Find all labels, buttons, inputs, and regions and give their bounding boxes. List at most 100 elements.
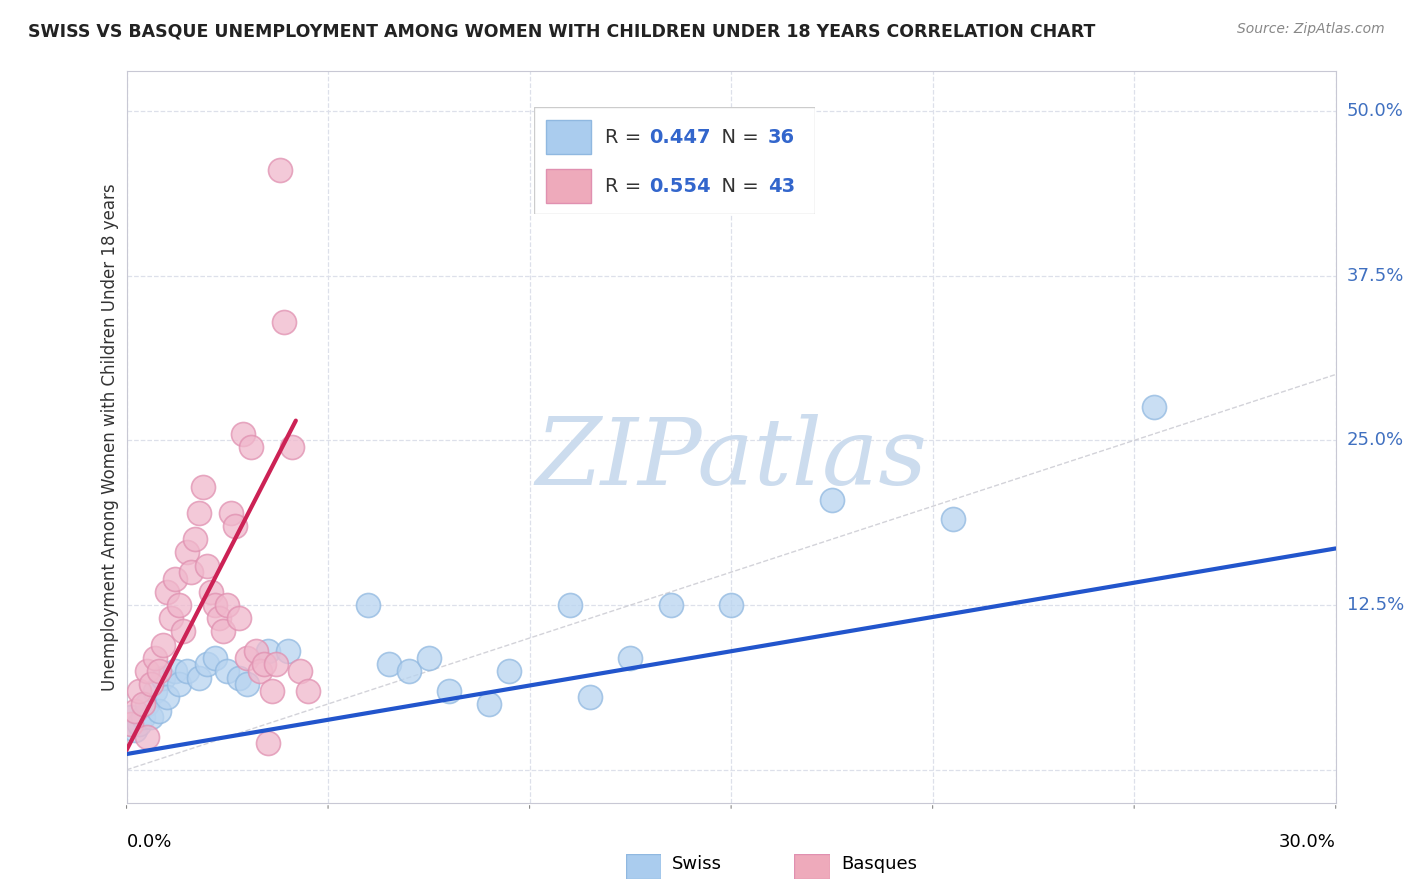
Point	[167, 598, 190, 612]
Point	[398, 664, 420, 678]
Point	[558, 598, 581, 612]
Point	[260, 683, 283, 698]
Text: R =: R =	[605, 177, 647, 195]
Point	[478, 697, 501, 711]
FancyBboxPatch shape	[794, 854, 830, 879]
Point	[128, 716, 150, 731]
Point	[942, 512, 965, 526]
Point	[160, 611, 183, 625]
Point	[176, 664, 198, 678]
Point	[143, 650, 166, 665]
Point	[273, 315, 295, 329]
Point	[297, 683, 319, 698]
Point	[163, 664, 186, 678]
Point	[163, 572, 186, 586]
Point	[143, 683, 166, 698]
FancyBboxPatch shape	[626, 854, 661, 879]
Point	[277, 644, 299, 658]
Point	[131, 697, 153, 711]
Point	[232, 426, 254, 441]
Point	[184, 533, 207, 547]
Point	[437, 683, 460, 698]
Text: Source: ZipAtlas.com: Source: ZipAtlas.com	[1237, 22, 1385, 37]
Text: 0.554: 0.554	[650, 177, 711, 195]
FancyBboxPatch shape	[534, 107, 815, 214]
Point	[176, 545, 198, 559]
Point	[124, 704, 146, 718]
Point	[720, 598, 742, 612]
Point	[245, 644, 267, 658]
Point	[224, 519, 246, 533]
Point	[124, 723, 146, 738]
Point	[228, 671, 250, 685]
Point	[188, 671, 211, 685]
Text: N =: N =	[709, 128, 765, 146]
Point	[204, 650, 226, 665]
Text: 12.5%: 12.5%	[1347, 596, 1405, 614]
Point	[152, 671, 174, 685]
Point	[252, 657, 274, 672]
Text: ZIPatlas: ZIPatlas	[536, 414, 927, 504]
Text: 37.5%: 37.5%	[1347, 267, 1405, 285]
Point	[619, 650, 641, 665]
Point	[195, 558, 218, 573]
Point	[579, 690, 602, 705]
Point	[188, 506, 211, 520]
Point	[148, 664, 170, 678]
Point	[180, 565, 202, 579]
Point	[236, 650, 259, 665]
Point	[128, 683, 150, 698]
Point	[281, 440, 304, 454]
Point	[152, 638, 174, 652]
Point	[418, 650, 440, 665]
Point	[167, 677, 190, 691]
Point	[821, 492, 844, 507]
Text: 36: 36	[768, 128, 794, 146]
Point	[1143, 401, 1166, 415]
Point	[357, 598, 380, 612]
Point	[195, 657, 218, 672]
Point	[288, 664, 311, 678]
Point	[200, 585, 222, 599]
Point	[221, 506, 243, 520]
Point	[131, 710, 153, 724]
Text: 43: 43	[768, 177, 794, 195]
Text: 25.0%: 25.0%	[1347, 432, 1405, 450]
Y-axis label: Unemployment Among Women with Children Under 18 years: Unemployment Among Women with Children U…	[101, 183, 120, 691]
Point	[498, 664, 520, 678]
Point	[204, 598, 226, 612]
Point	[156, 690, 179, 705]
Point	[135, 664, 157, 678]
Point	[377, 657, 399, 672]
Point	[191, 479, 214, 493]
Point	[156, 585, 179, 599]
Point	[236, 677, 259, 691]
Point	[148, 704, 170, 718]
Point	[135, 730, 157, 744]
Point	[120, 716, 142, 731]
Point	[135, 697, 157, 711]
Point	[217, 664, 239, 678]
Text: 30.0%: 30.0%	[1279, 833, 1336, 851]
Point	[256, 644, 278, 658]
Text: Basques: Basques	[841, 855, 917, 873]
Point	[249, 664, 271, 678]
Point	[120, 710, 142, 724]
Point	[139, 677, 162, 691]
Point	[659, 598, 682, 612]
Text: 50.0%: 50.0%	[1347, 102, 1403, 120]
Point	[172, 624, 194, 639]
Point	[139, 710, 162, 724]
Point	[212, 624, 235, 639]
Point	[264, 657, 287, 672]
Text: R =: R =	[605, 128, 647, 146]
FancyBboxPatch shape	[546, 120, 591, 154]
Point	[269, 163, 291, 178]
Point	[228, 611, 250, 625]
Point	[208, 611, 231, 625]
FancyBboxPatch shape	[546, 169, 591, 203]
Point	[256, 737, 278, 751]
Text: 0.447: 0.447	[650, 128, 711, 146]
Point	[240, 440, 263, 454]
Text: 0.0%: 0.0%	[127, 833, 172, 851]
